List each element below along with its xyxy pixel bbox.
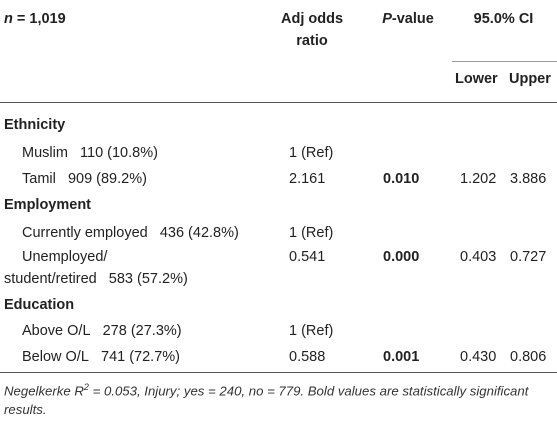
count-text: 278 (27.3%) [102, 323, 182, 339]
table-footnote: Negelkerke R2 = 0.053, Injury; yes = 240… [4, 378, 552, 419]
bottom-rule [0, 372, 557, 373]
n-header: n = 1,019 [4, 10, 66, 28]
adj-odds-line1: Adj odds [280, 11, 344, 27]
count-text: 741 (72.7%) [101, 349, 180, 365]
ci-upper: 0.806 [510, 349, 547, 365]
odds-ratio: 1 (Ref) [289, 145, 334, 161]
odds-ratio: 2.161 [289, 171, 326, 187]
odds-ratio: 0.588 [289, 349, 326, 365]
ci-lower: 0.430 [460, 349, 497, 365]
row-label: Muslim 110 (10.8%) [22, 144, 158, 162]
section-title: Ethnicity [4, 117, 66, 133]
adj-odds-line2: ratio [296, 33, 328, 49]
label-text: Above O/L [22, 323, 91, 339]
row-label: Unemployed/ [22, 248, 107, 266]
row-label: Tamil 909 (89.2%) [22, 170, 147, 188]
ci-lower: 1.202 [460, 171, 497, 187]
adj-odds-header: Adj odds ratio [262, 10, 362, 50]
row-label: student/retired 583 (57.2%) [4, 270, 188, 288]
odds-ratio: 1 (Ref) [289, 323, 334, 339]
p-value: 0.001 [383, 349, 420, 365]
upper-header: Upper [509, 71, 551, 87]
label-line2: student/retired [4, 271, 97, 287]
p-value: 0.010 [383, 171, 420, 187]
count-text: 110 (10.8%) [80, 145, 158, 161]
pvalue-rest: -value [391, 11, 434, 27]
ci-upper: 0.727 [510, 249, 547, 265]
odds-ratio: 1 (Ref) [289, 225, 334, 241]
section-title: Employment [4, 197, 92, 213]
ci-lower: 0.403 [460, 249, 497, 265]
row-label: Currently employed 436 (42.8%) [22, 224, 239, 242]
row-label: Above O/L 278 (27.3%) [22, 322, 182, 340]
footnote-part2: = 0.053, Injury; yes = 240, no = 779. Bo… [4, 383, 529, 418]
section-title: Education [4, 297, 75, 313]
n-value: = 1,019 [12, 11, 66, 27]
label-text: Muslim [22, 145, 68, 161]
lower-header: Lower [455, 71, 498, 87]
label-text: Below O/L [22, 349, 89, 365]
n-label: n [4, 11, 13, 27]
footnote-sup: 2 [83, 382, 89, 392]
ci-upper: 3.886 [510, 171, 547, 187]
header-rule [0, 102, 557, 103]
label-line1: Unemployed/ [22, 249, 108, 265]
label-text: Currently employed [22, 225, 148, 241]
label-text: Tamil [22, 171, 56, 187]
count-text: 909 (89.2%) [67, 171, 147, 187]
ci-header: 95.0% CI [473, 11, 534, 27]
pvalue-header: P-value [368, 10, 448, 28]
row-label: Below O/L 741 (72.7%) [22, 348, 180, 366]
pvalue-italic: P [382, 11, 392, 27]
ci-divider [452, 61, 557, 62]
count-text: 436 (42.8%) [159, 225, 239, 241]
count-text: 583 (57.2%) [108, 271, 188, 287]
p-value: 0.000 [383, 249, 420, 265]
odds-ratio: 0.541 [289, 249, 326, 265]
footnote-part1: Negelkerke R [4, 383, 84, 399]
